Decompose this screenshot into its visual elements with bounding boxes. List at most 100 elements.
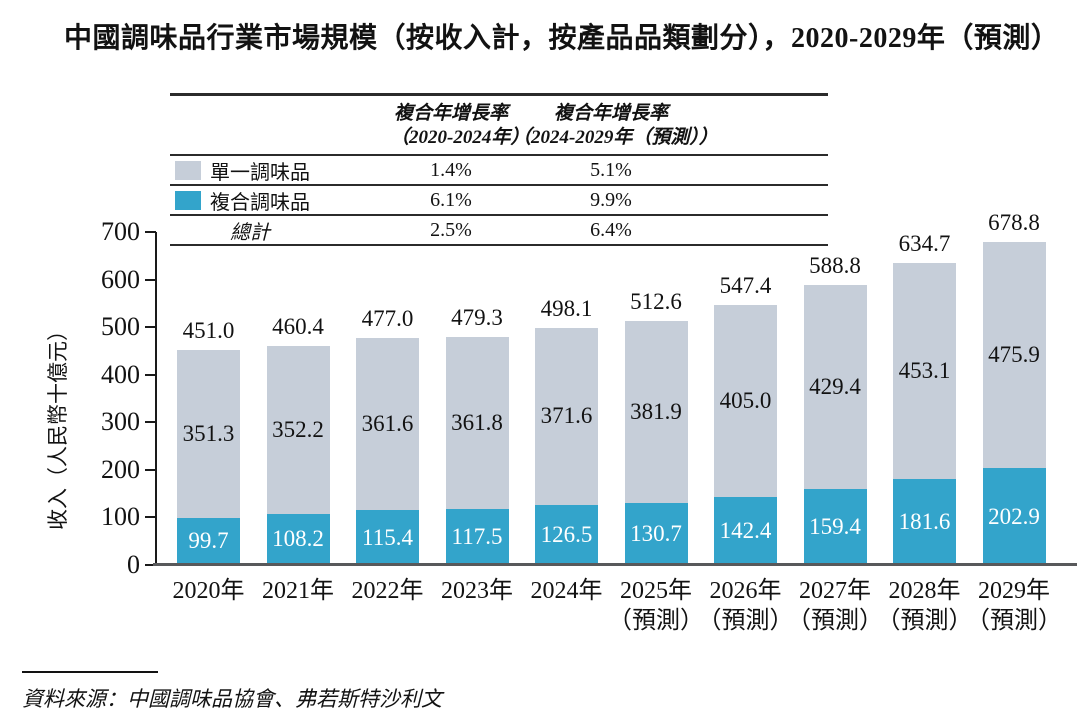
total-cagr-2020-2024: 2.5% <box>430 219 472 241</box>
bar-compound-value-label: 142.4 <box>719 518 772 544</box>
single-seasoning-label: 單一調味品 <box>210 162 310 184</box>
cagr-header-2-line-1: 複合年增長率 <box>553 103 668 124</box>
cagr-header-1-line-1: 複合年增長率 <box>393 103 508 124</box>
bar-segment-compound-seasoning <box>982 468 1046 565</box>
legend-item-compound-seasoning: 複合調味品 <box>170 186 390 215</box>
bar-compound-value-label: 108.2 <box>272 526 324 552</box>
bar-segment-compound-seasoning <box>893 478 956 565</box>
bar-single-value-label: 352.2 <box>272 416 324 442</box>
y-tick-label: 200 <box>101 454 140 484</box>
x-tick-year: 2027年 <box>799 578 871 604</box>
bar-single-value-label: 429.4 <box>809 374 861 400</box>
bar-total-label: 479.3 <box>451 305 503 330</box>
bar-compound-value-label: 99.7 <box>188 528 229 554</box>
x-tick-forecast-note: （預測） <box>608 608 704 634</box>
legend-item-single-seasoning: 單一調味品 <box>170 156 390 185</box>
bar-single-value-label: 475.9 <box>988 342 1040 368</box>
cagr-col-header-2024-2029: 複合年增長率 （2024-2029年（預測）） <box>512 102 718 150</box>
y-tick-mark <box>145 421 156 424</box>
x-tick-year: 2023年 <box>441 578 513 604</box>
bar-segment-compound-seasoning <box>356 510 419 565</box>
x-tick-label: 2020年 <box>154 576 264 606</box>
y-tick-mark <box>145 516 156 519</box>
bar-compound-value-label: 117.5 <box>451 524 503 550</box>
cagr-row-single-seasoning: 單一調味品 1.4% 5.1% <box>170 154 828 184</box>
single-cagr-2020-2024: 1.4% <box>430 159 472 181</box>
cagr-table-header-row: 複合年增長率 （2020-2024年） 複合年增長率 （2024-2029年（預… <box>170 96 828 154</box>
source-note: 資料來源：中國調味品協會、弗若斯特沙利文 <box>22 687 442 711</box>
bar-single-value-label: 405.0 <box>719 387 772 413</box>
y-tick-label: 400 <box>101 359 140 389</box>
x-tick-year: 2028年 <box>888 578 961 604</box>
x-tick-year: 2029年 <box>978 578 1050 604</box>
bar-segment-compound-seasoning <box>177 517 240 565</box>
bar-segment-compound-seasoning <box>803 489 867 565</box>
x-tick-forecast-note: （預測） <box>697 608 794 634</box>
bar-single-value-label: 361.6 <box>361 411 414 437</box>
bar-compound-value-label: 126.5 <box>540 521 593 547</box>
bar-total-label: 678.8 <box>988 210 1040 236</box>
x-tick-year: 2022年 <box>351 578 424 604</box>
bar-segment-compound-seasoning <box>535 504 598 565</box>
x-tick-label: 2022年 <box>333 576 443 606</box>
bar-segment-single-seasoning <box>177 350 240 518</box>
bar-single-value-label: 453.1 <box>898 357 951 383</box>
bar-segment-single-seasoning <box>714 304 777 498</box>
y-tick-label: 600 <box>101 264 140 294</box>
bar-compound-value-label: 159.4 <box>809 514 861 540</box>
x-tick-forecast-note: （預測） <box>876 608 973 634</box>
bar-segment-single-seasoning <box>356 338 419 511</box>
y-tick-label: 300 <box>101 407 140 437</box>
bar-total-label: 498.1 <box>540 296 593 322</box>
x-tick-year: 2020年 <box>172 578 245 604</box>
bar-total-label: 634.7 <box>898 231 951 257</box>
bar-segment-single-seasoning <box>266 346 330 514</box>
x-tick-label: 2021年 <box>243 576 353 606</box>
bar-single-value-label: 381.9 <box>630 398 682 424</box>
compound-seasoning-swatch-icon <box>175 191 201 210</box>
single-cagr-2024-2029: 5.1% <box>590 159 632 181</box>
y-tick-mark <box>145 564 156 566</box>
x-tick-year: 2021年 <box>262 578 334 604</box>
single-seasoning-swatch-icon <box>175 161 201 180</box>
cagr-table: 複合年增長率 （2020-2024年） 複合年增長率 （2024-2029年（預… <box>170 93 828 246</box>
bar-single-value-label: 361.8 <box>451 410 503 436</box>
bar-segment-single-seasoning <box>445 337 509 510</box>
bar-segment-compound-seasoning <box>445 509 509 565</box>
compound-cagr-2020-2024: 6.1% <box>430 189 472 211</box>
x-tick-label: 2023年 <box>422 576 532 606</box>
x-tick-label: 2028年 （預測） <box>870 576 980 636</box>
bar-single-value-label: 351.3 <box>182 421 235 446</box>
bar-compound-value-label: 181.6 <box>898 508 951 534</box>
chart-title: 中國調味品行業市場規模（按收入計，按產品品類劃分），2020-2029年（預測） <box>64 23 1060 54</box>
stacked-bar-chart: 0 100 200 300 400 500 600 700 451.0 351.3 99.7 2020… <box>101 211 1079 634</box>
y-tick-mark <box>145 326 156 329</box>
bar-compound-value-label: 115.4 <box>362 524 413 550</box>
bar-segment-compound-seasoning <box>266 513 330 565</box>
bar-single-value-label: 371.6 <box>540 403 593 429</box>
x-tick-year: 2025年 <box>620 578 692 604</box>
bar-total-label: 588.8 <box>809 252 861 278</box>
bar-segment-single-seasoning <box>803 284 867 490</box>
total-cagr-2024-2029: 6.4% <box>590 219 632 241</box>
cagr-header-spacer <box>170 102 390 150</box>
y-axis-title-wrap: 收入（人民幣十億元） <box>40 275 74 575</box>
bar-total-label: 451.0 <box>182 318 235 344</box>
bar-segment-single-seasoning <box>893 263 956 479</box>
x-tick-label: 2029年 （預測） <box>959 576 1069 636</box>
compound-seasoning-label: 複合調味品 <box>210 192 310 214</box>
x-tick-year: 2026年 <box>709 578 782 604</box>
x-tick-label: 2027年 （預測） <box>780 576 890 636</box>
bar-total-label: 547.4 <box>719 272 772 298</box>
bar-total-label: 512.6 <box>630 289 682 315</box>
y-tick-label: 100 <box>101 502 140 532</box>
x-tick-label: 2024年 <box>512 576 622 606</box>
bar-segment-single-seasoning <box>982 242 1046 469</box>
x-tick-forecast-note: （預測） <box>966 608 1062 634</box>
x-tick-forecast-note: （預測） <box>787 608 883 634</box>
bar-total-label: 460.4 <box>272 313 324 339</box>
cagr-header-2-line-2: （2024-2029年（預測）） <box>512 127 718 148</box>
bar-segment-compound-seasoning <box>624 502 688 565</box>
cagr-row-compound-seasoning: 複合調味品 6.1% 9.9% <box>170 184 828 214</box>
bar-compound-value-label: 130.7 <box>630 520 682 546</box>
